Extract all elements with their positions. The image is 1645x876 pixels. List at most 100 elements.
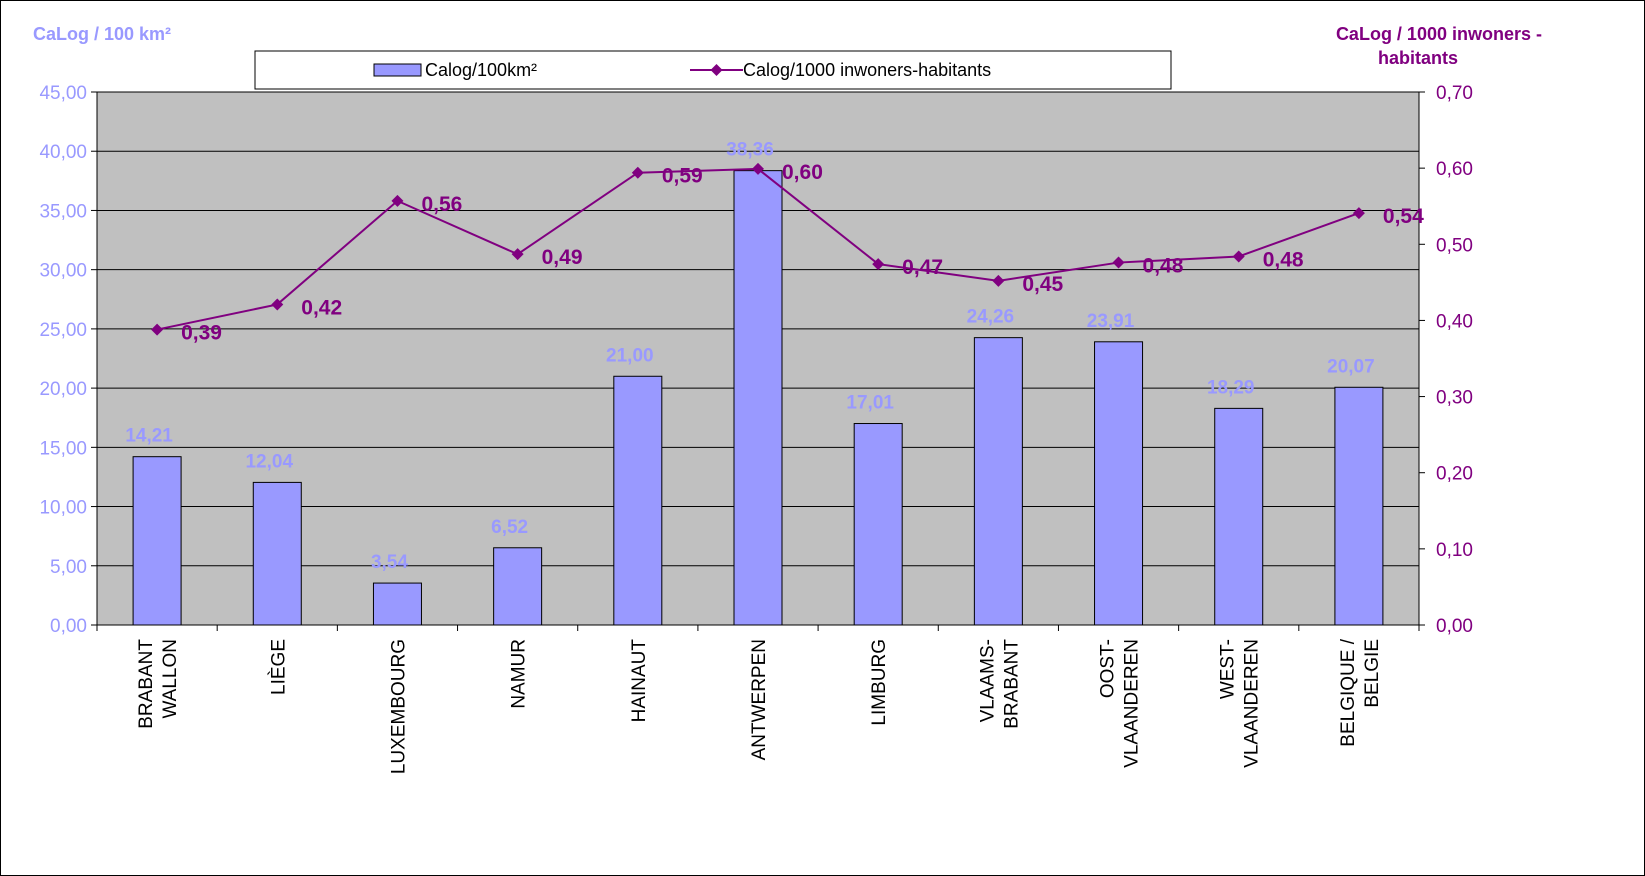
- bar: [613, 375, 663, 626]
- x-axis-label: NAMUR: [509, 639, 530, 709]
- line-value-label: 0,48: [1263, 248, 1304, 271]
- bar-value-label: 12,04: [245, 451, 293, 472]
- right-tick-label: 0,40: [1436, 311, 1473, 332]
- x-axis-label-line: BELGIE: [1362, 639, 1383, 708]
- line-value-label: 0,45: [1022, 273, 1063, 296]
- bar-series: [132, 170, 1384, 626]
- x-axis-label: VLAAMS- BRABANT: [977, 639, 1022, 729]
- right-tick-label: 0,10: [1436, 540, 1473, 561]
- x-axis-label-line: NAMUR: [509, 639, 530, 709]
- line-marker: [511, 248, 524, 261]
- x-axis-label-line: OOST-: [1098, 639, 1119, 698]
- line-markers: [151, 162, 1365, 336]
- bar-value-label: 21,00: [606, 345, 654, 366]
- bar-value-label: 38,36: [726, 140, 774, 161]
- line-value-label: 0,59: [662, 165, 703, 188]
- right-tick-label: 0,00: [1436, 616, 1473, 637]
- right-axis-ticks: 0,00 0,10 0,20 0,30 0,40 0,50 0,60 0,70: [1419, 83, 1473, 637]
- x-axis-label: ANTWERPEN: [749, 639, 770, 760]
- bar-value-label: 6,52: [491, 517, 528, 538]
- bar-value-label: 23,91: [1087, 311, 1135, 332]
- bar: [973, 337, 1023, 626]
- left-axis-ticks: 0,00 5,00 10,00 15,00 20,00 25,00 30,00 35,00 40…: [39, 83, 97, 637]
- bar-value-label: 24,26: [967, 307, 1015, 328]
- right-tick-label: 0,30: [1436, 388, 1473, 409]
- x-axis-label-line: WEST-: [1218, 639, 1239, 699]
- right-tick-label: 0,70: [1436, 83, 1473, 104]
- legend-line-marker: [710, 64, 723, 76]
- x-axis-label-line: BELGIQUE /: [1338, 638, 1359, 746]
- line-marker: [992, 274, 1005, 287]
- x-axis-label-line: HAINAUT: [629, 639, 650, 723]
- left-tick-label: 45,00: [39, 83, 87, 104]
- x-axis-label: LUXEMBOURG: [388, 639, 409, 774]
- bar: [1334, 386, 1384, 626]
- x-axis-label-line: WALLON: [160, 639, 181, 719]
- line-value-label: 0,47: [902, 256, 943, 279]
- bar: [132, 456, 182, 626]
- right-tick-label: 0,50: [1436, 235, 1473, 256]
- line-value-label: 0,56: [421, 193, 462, 216]
- legend-bar-label: Calog/100km²: [425, 60, 537, 80]
- bar: [853, 423, 903, 626]
- right-tick-label: 0,20: [1436, 464, 1473, 485]
- bar: [372, 582, 422, 626]
- bar-value-label: 14,21: [125, 426, 173, 447]
- x-axis-label: LIMBURG: [869, 639, 890, 726]
- x-axis-label: WEST- VLAANDEREN: [1218, 639, 1263, 768]
- line-marker: [872, 258, 885, 271]
- bar: [1214, 407, 1264, 626]
- line-marker: [271, 298, 284, 311]
- x-axis-label-line: VLAANDEREN: [1122, 639, 1143, 768]
- line-value-label: 0,49: [542, 246, 583, 269]
- left-tick-label: 30,00: [39, 261, 87, 282]
- bar-value-label: 3,54: [371, 552, 408, 573]
- legend-bar-swatch: [373, 63, 422, 77]
- line-marker: [391, 194, 404, 207]
- x-axis-label: BRABANT WALLON: [136, 639, 181, 729]
- right-tick-label: 0,60: [1436, 159, 1473, 180]
- x-axis-label-line: LIÈGE: [268, 639, 289, 695]
- line-marker: [1112, 256, 1125, 269]
- left-tick-label: 40,00: [39, 142, 87, 163]
- line-value-label: 0,39: [181, 322, 222, 345]
- x-axis-label: BELGIQUE / BELGIE: [1338, 638, 1383, 746]
- x-axis-label-line: BRABANT: [136, 639, 157, 729]
- left-tick-label: 0,00: [50, 616, 87, 637]
- line-marker: [631, 166, 644, 179]
- left-axis-title: CaLog / 100 km²: [33, 24, 171, 44]
- line-value-label: 0,42: [301, 296, 342, 319]
- x-axis-label-line: VLAANDEREN: [1242, 639, 1263, 768]
- right-axis-title: CaLog / 1000 inwoners - habitants: [1336, 24, 1542, 68]
- bar: [252, 481, 302, 626]
- left-tick-label: 10,00: [39, 498, 87, 519]
- bar-value-label: 18,29: [1207, 377, 1255, 398]
- x-axis-label-line: LUXEMBOURG: [388, 639, 409, 774]
- bar-value-label: 17,01: [846, 393, 894, 414]
- legend: Calog/100km² Calog/1000 inwoners-habitan…: [254, 50, 1172, 90]
- left-tick-label: 35,00: [39, 201, 87, 222]
- bar-value-label: 20,07: [1327, 356, 1375, 377]
- line-marker: [1352, 207, 1365, 220]
- line-marker: [1232, 250, 1245, 263]
- bar-data-labels: 14,21 12,04 3,54 6,52 21,00 38,36 17,01 24,26 23…: [125, 140, 1374, 573]
- left-tick-label: 15,00: [39, 438, 87, 459]
- x-axis-label-line: ANTWERPEN: [749, 639, 770, 760]
- left-tick-label: 5,00: [50, 557, 87, 578]
- line-data-labels: 0,39 0,42 0,56 0,49 0,59 0,60 0,47 0,45 0,48 0,48…: [181, 161, 1424, 345]
- bar: [733, 170, 783, 626]
- left-tick-label: 25,00: [39, 320, 87, 341]
- right-axis-title-line: habitants: [1378, 48, 1458, 68]
- bar: [1094, 341, 1144, 626]
- left-tick-label: 20,00: [39, 379, 87, 400]
- right-axis-title-line: CaLog / 1000 inwoners -: [1336, 24, 1542, 44]
- legend-line-label: Calog/1000 inwoners-habitants: [743, 60, 991, 80]
- line-value-label: 0,48: [1143, 255, 1184, 278]
- line-value-label: 0,60: [782, 161, 823, 184]
- line-value-label: 0,54: [1383, 205, 1424, 228]
- x-axis-labels: BRABANT WALLON LIÈGE LUXEMBOURG NAMUR HAINAUT…: [136, 638, 1383, 774]
- bar: [493, 547, 543, 626]
- x-axis-label: LIÈGE: [268, 639, 289, 695]
